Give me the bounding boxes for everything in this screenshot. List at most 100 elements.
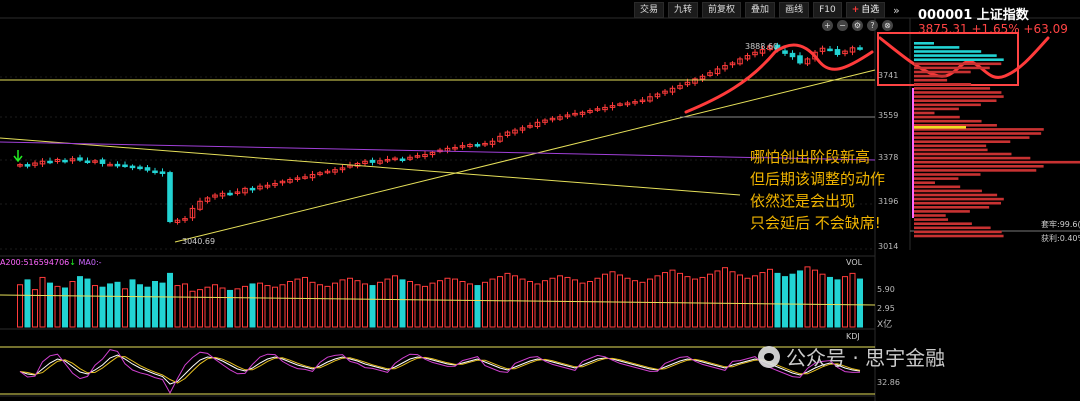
chip-bar — [914, 201, 1002, 205]
candle-body — [482, 142, 488, 146]
toolbar-btn-watchlist[interactable]: 自选 — [845, 2, 886, 18]
candle-body — [204, 197, 211, 202]
volume-bar — [437, 280, 443, 328]
annotation-line: 依然还是会出现 — [750, 192, 856, 210]
volume-bar — [444, 277, 451, 328]
toolbar-btn-adjust[interactable]: 前复权 — [702, 2, 742, 18]
candle-body — [129, 165, 136, 169]
candle-body — [152, 170, 158, 174]
gear-icon[interactable]: ⚙ — [852, 20, 863, 31]
volume-bar — [857, 278, 863, 328]
candle-body — [744, 55, 751, 60]
candle-body — [257, 185, 263, 190]
candle-body — [39, 160, 46, 165]
toolbar-btn-jiuzhuan[interactable]: 九转 — [668, 2, 699, 18]
candle-body — [699, 75, 706, 80]
chip-bar — [914, 50, 982, 53]
chip-bar — [914, 148, 988, 152]
candle-body — [167, 172, 173, 223]
volume-bar — [152, 281, 158, 328]
volume-bar — [797, 270, 803, 328]
price-axis-label: 3378 — [878, 153, 899, 162]
volume-bar — [519, 278, 526, 328]
candle-body — [737, 58, 743, 65]
chip-bar — [914, 189, 982, 193]
candle-body — [662, 90, 668, 94]
chip-bar — [914, 54, 997, 57]
volume-bar — [317, 284, 323, 328]
volume-bar — [309, 281, 316, 328]
volume-bar — [24, 279, 31, 328]
candle-body — [542, 119, 548, 123]
volume-bar — [264, 285, 271, 328]
volume-bar — [17, 284, 23, 328]
volume-bar — [782, 276, 788, 328]
volume-bar — [489, 278, 496, 328]
candle-body — [519, 127, 526, 131]
volume-bar — [182, 283, 188, 328]
candle-body — [114, 163, 121, 167]
chip-range-bar — [912, 88, 914, 218]
instrument-title: 000001 上证指数 — [918, 8, 1029, 23]
volume-bar — [422, 285, 428, 328]
help-icon[interactable]: ? — [867, 20, 878, 31]
candle-body — [594, 108, 601, 111]
volume-bar — [527, 281, 533, 328]
candle-body — [234, 191, 241, 194]
chip-bar — [914, 103, 981, 107]
wechat-icon — [758, 345, 780, 368]
candle-body — [789, 52, 796, 58]
volume-bar — [257, 282, 263, 328]
volume-bar — [129, 279, 136, 328]
toolbar-btn-trade[interactable]: 交易 — [634, 2, 665, 18]
price-axis-label: 3196 — [878, 197, 899, 206]
candle-body — [557, 116, 563, 120]
candle-body — [684, 81, 691, 86]
volume-bar — [452, 278, 458, 328]
chip-bar — [914, 78, 948, 82]
chip-bar — [914, 152, 1012, 156]
candle-body — [272, 182, 278, 186]
candle-body — [384, 158, 391, 162]
volume-bar — [534, 283, 541, 328]
volume-bar — [834, 279, 841, 328]
candle-body — [512, 129, 518, 134]
kdj-j-line — [19, 349, 861, 395]
candle-body — [849, 47, 856, 53]
chip-bar — [914, 226, 991, 230]
annotation-text: 哪怕创出阶段新高 但后期该调整的动作 依然还是会出现 只会延后 不会缺席! — [750, 146, 885, 234]
volume-bar — [849, 272, 856, 328]
volume-bar — [77, 276, 83, 328]
volume-bar — [699, 276, 706, 328]
candle-body — [279, 180, 286, 184]
volume-bar — [294, 278, 301, 328]
candle-body — [819, 47, 826, 52]
toolbar-btn-f10[interactable]: F10 — [813, 2, 842, 18]
collapse-arrow-icon[interactable]: » — [893, 4, 900, 17]
candle-body — [92, 160, 98, 163]
chip-bar — [914, 214, 946, 217]
toolbar-btn-overlay[interactable]: 叠加 — [745, 2, 776, 18]
candle-body — [669, 87, 676, 93]
price-axis-label: 3014 — [878, 242, 899, 251]
volume-bar — [39, 276, 46, 328]
ascending-trendline — [174, 69, 876, 243]
chip-bar — [914, 177, 959, 180]
volume-bar — [189, 290, 196, 328]
candle-body — [707, 72, 713, 76]
chip-bar — [914, 74, 947, 78]
toolbar-btn-draw[interactable]: 画线 — [779, 2, 810, 18]
annotation-curve — [684, 43, 874, 114]
volume-bar — [767, 268, 773, 328]
candle-body — [602, 106, 608, 111]
chip-bar — [914, 173, 981, 176]
close-icon[interactable]: ⊗ — [882, 20, 893, 31]
zoom-out-icon[interactable]: − — [837, 20, 848, 31]
kdj-k-line — [19, 354, 861, 385]
volume-bar — [572, 279, 578, 328]
chip-bar — [914, 218, 949, 221]
candle-body — [797, 55, 803, 64]
zoom-in-icon[interactable]: + — [822, 20, 833, 31]
vol-axis-label: 5.90 — [877, 285, 895, 294]
volume-ma-line — [0, 294, 876, 306]
